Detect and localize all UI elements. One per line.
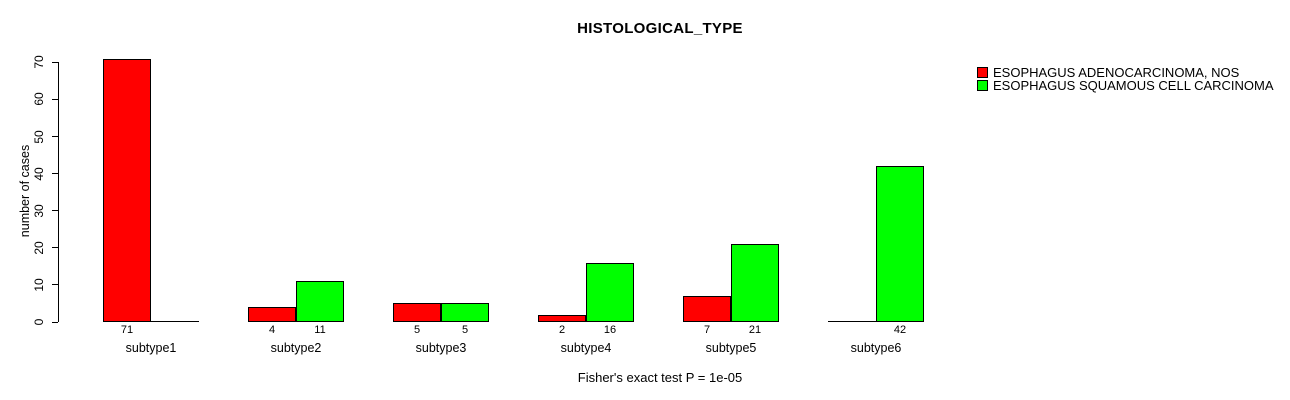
y-axis-tick	[52, 247, 58, 248]
bar-count-label: 21	[748, 324, 762, 336]
y-axis-tick	[52, 210, 58, 211]
y-axis-tick	[52, 62, 58, 63]
legend-item: ESOPHAGUS SQUAMOUS CELL CARCINOMA	[977, 79, 1274, 92]
legend-swatch-red	[977, 67, 988, 78]
bar-adenocarcinoma	[538, 315, 586, 322]
legend-swatch-green	[977, 80, 988, 91]
x-axis-category-label: subtype5	[705, 341, 757, 355]
footnote: Fisher's exact test P = 1e-05	[577, 370, 743, 385]
bar-count-label: 2	[558, 324, 566, 336]
bar-count-label: 11	[314, 324, 326, 336]
legend-label: ESOPHAGUS ADENOCARCINOMA, NOS	[993, 65, 1240, 80]
y-axis-tick	[52, 284, 58, 285]
zero-height-bar	[828, 321, 876, 322]
x-axis-category-label: subtype3	[415, 341, 467, 355]
x-axis-category-label: subtype4	[560, 341, 612, 355]
bar-adenocarcinoma	[393, 303, 441, 322]
bar-adenocarcinoma	[103, 59, 151, 322]
bar-squamous	[731, 244, 779, 322]
bar-count-label: 4	[268, 324, 276, 336]
bar-adenocarcinoma	[248, 307, 296, 322]
bar-count-label: 42	[893, 324, 907, 336]
x-axis-category-label: subtype2	[270, 341, 322, 355]
y-axis-tick	[52, 136, 58, 137]
legend: ESOPHAGUS ADENOCARCINOMA, NOS ESOPHAGUS S…	[977, 66, 1274, 92]
bar-count-label: 16	[603, 324, 617, 336]
bar-squamous	[296, 281, 344, 322]
bar-count-label: 5	[461, 324, 469, 336]
x-axis-category-label: subtype6	[850, 341, 902, 355]
bar-count-label: 5	[413, 324, 421, 336]
y-axis-tick	[52, 99, 58, 100]
legend-label: ESOPHAGUS SQUAMOUS CELL CARCINOMA	[993, 78, 1274, 93]
bar-squamous	[876, 166, 924, 322]
bar-squamous	[586, 263, 634, 322]
legend-item: ESOPHAGUS ADENOCARCINOMA, NOS	[977, 66, 1274, 79]
bar-count-label: 71	[120, 324, 134, 336]
y-axis-line	[58, 62, 59, 322]
bar-count-label: 7	[703, 324, 711, 336]
bar-squamous	[441, 303, 489, 322]
bar-adenocarcinoma	[683, 296, 731, 322]
y-axis-tick	[52, 322, 58, 323]
zero-height-bar	[151, 321, 199, 322]
x-axis-category-label: subtype1	[125, 341, 177, 355]
chart-title: HISTOLOGICAL_TYPE	[577, 20, 743, 37]
y-axis-tick	[52, 173, 58, 174]
